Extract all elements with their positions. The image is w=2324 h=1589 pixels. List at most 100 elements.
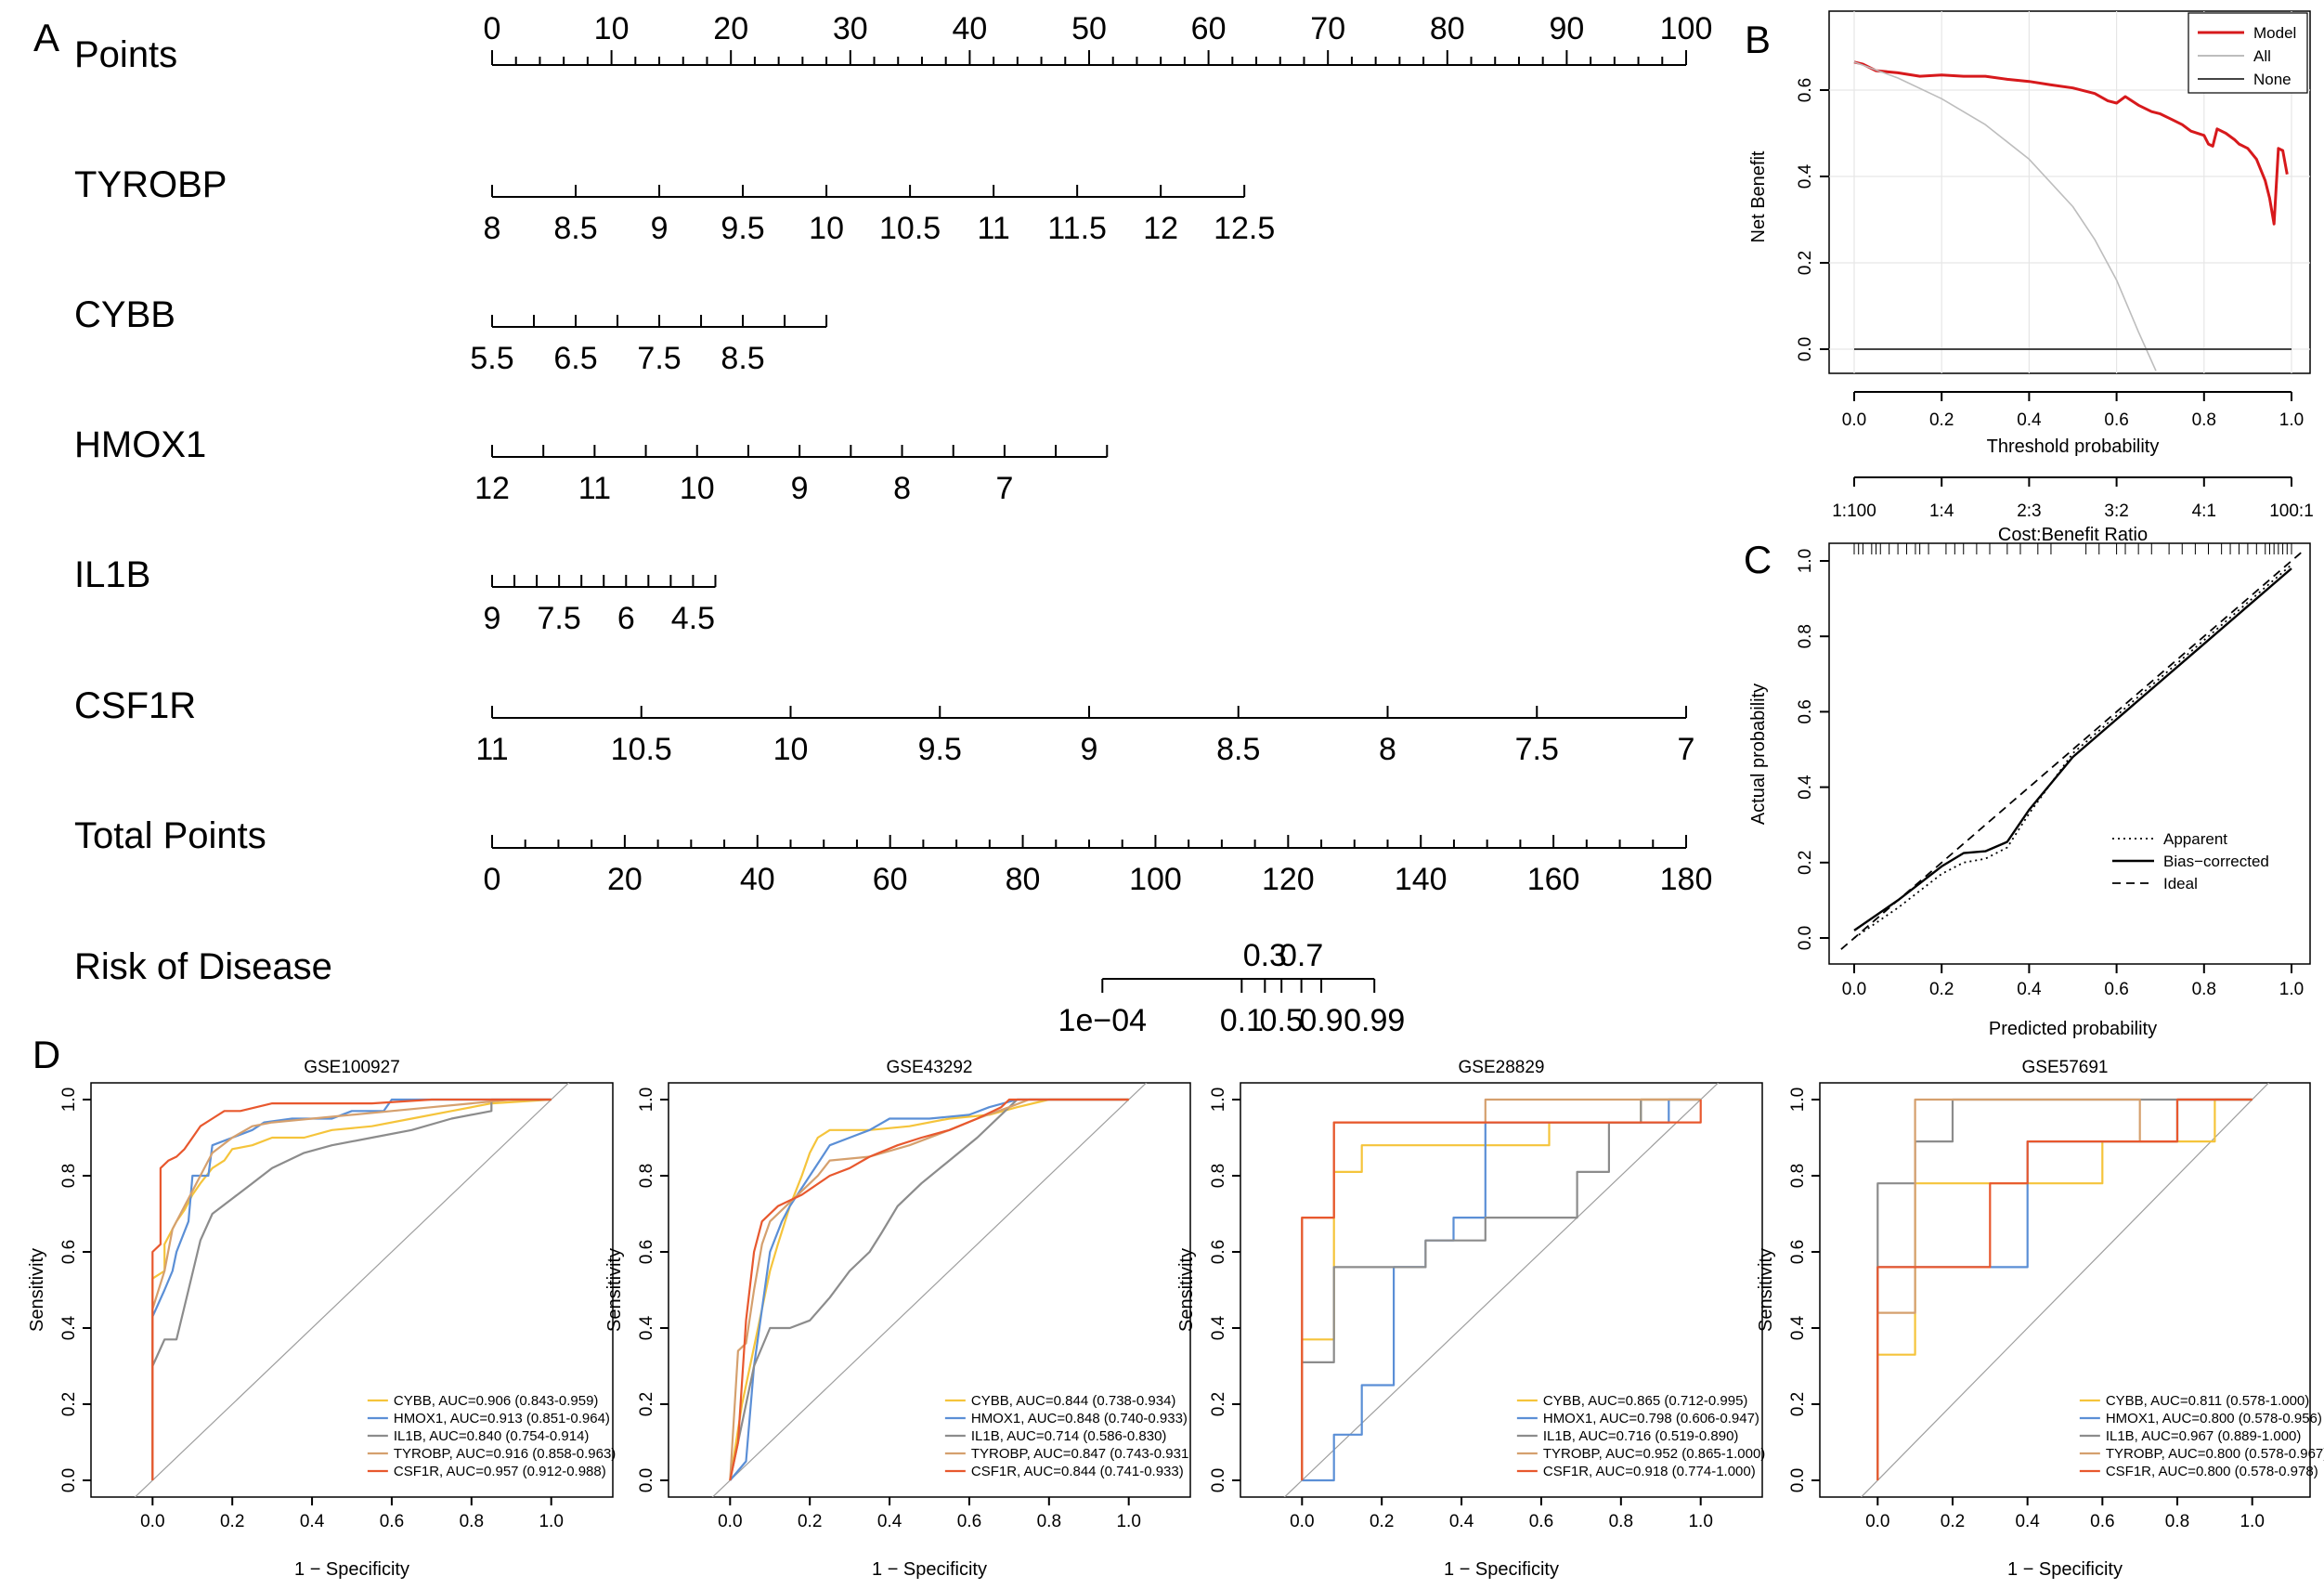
cost-benefit-tick-label: 1:100: [1832, 501, 1876, 521]
roc-panel-gse100927: GSE100927 0.0 0.2 0.4 0.6 0.8 1.0 0.0 0.2 0.4 0.6 0…: [27, 1058, 616, 1580]
y-tick-label: 0.6: [637, 1240, 656, 1264]
total-points-tick-label: 60: [873, 862, 908, 897]
risk-tick-label: 1e−04: [1058, 1003, 1148, 1038]
risk-tick-label: 0.99: [1344, 1003, 1405, 1038]
x-tick-label: 0.0: [1842, 980, 1866, 999]
legend-label: HMOX1, AUC=0.800 (0.578-0.956): [2106, 1411, 2322, 1426]
y-tick-label: 0.4: [1209, 1315, 1228, 1340]
x-tick-label: 0.2: [1370, 1512, 1394, 1531]
x-tick-label: 1.0: [1688, 1512, 1712, 1531]
x-axis-title: Predicted probability: [1989, 1019, 2157, 1039]
panel-letter-c: C: [1744, 538, 1772, 581]
calibration-line: [1840, 549, 2305, 950]
nomogram-tick-label: 9: [1081, 732, 1098, 767]
points-tick-label: 60: [1191, 11, 1227, 46]
risk-tick-label-upper: 0.3: [1243, 938, 1287, 973]
legend-label: HMOX1, AUC=0.798 (0.606-0.947): [1543, 1411, 1759, 1426]
legend-label: TYROBP, AUC=0.952 (0.865-1.000): [1543, 1446, 1765, 1462]
panel-letter-a: A: [33, 16, 59, 59]
y-axis-title: Net Benefit: [1748, 150, 1769, 242]
legend-label: Apparent: [2163, 830, 2227, 848]
x-tick-label: 0.0: [1290, 1512, 1314, 1531]
y-tick-label: 0.0: [1788, 1468, 1808, 1492]
nomogram-tick-label: 10.5: [611, 732, 672, 767]
cost-benefit-tick-label: 2:3: [2017, 501, 2041, 521]
roc-title: GSE57691: [2022, 1058, 2109, 1077]
roc-diagonal: [1283, 1083, 1720, 1497]
x-tick-label: 0.4: [300, 1512, 325, 1531]
x-tick-label: 1.0: [2240, 1512, 2264, 1531]
legend-label: TYROBP, AUC=0.847 (0.743-0.931: [971, 1446, 1188, 1462]
panel-b-decision-curve: 0.0 0.2 0.4 0.6 0.0 0.2 0.4 0.6 0.8 1.0 Threshold …: [1748, 10, 2314, 545]
points-tick-label: 50: [1071, 11, 1107, 46]
roc-panel-gse43292: GSE43292 0.0 0.2 0.4 0.6 0.8 1.0 0.0 0.2 0.4 0.6 0.…: [604, 1058, 1191, 1580]
total-points-tick-label: 140: [1395, 862, 1448, 897]
x-axis-title: 1 − Specificity: [2007, 1559, 2123, 1580]
x-tick-label: 0.8: [1037, 1512, 1061, 1531]
x-tick-label: 0.6: [2104, 980, 2128, 999]
nomogram-tick-label: 10: [809, 211, 844, 246]
series-group: [1840, 549, 2305, 950]
legend-label: CSF1R, AUC=0.800 (0.578-0.978): [2106, 1464, 2318, 1479]
nomogram-tick-label: 12: [1143, 211, 1178, 246]
total-points-tick-label: 180: [1660, 862, 1713, 897]
legend-label: None: [2253, 71, 2292, 88]
series-line-all: [1853, 61, 2157, 371]
cost-benefit-title: Cost:Benefit Ratio: [1998, 525, 2148, 545]
nomogram-tick-label: 7.5: [538, 601, 581, 636]
y-tick-label: 0.6: [1796, 78, 1815, 102]
x-axis-title: 1 − Specificity: [1444, 1559, 1559, 1580]
points-tick-label: 0: [484, 11, 501, 46]
roc-curve: [729, 1098, 1129, 1481]
roc-plot-box: [1819, 1082, 2311, 1498]
nomogram-tick-label: 9.5: [721, 211, 764, 246]
panel-a-nomogram: Points TYROBP CYBB HMOX1 IL1B CSF1R Total Poin…: [74, 11, 1712, 1038]
nomogram-tick-label: 8: [893, 471, 911, 506]
y-tick-label: 0.8: [1209, 1164, 1228, 1188]
legend-label: CYBB, AUC=0.811 (0.578-1.000): [2106, 1393, 2309, 1409]
points-tick-label: 80: [1430, 11, 1465, 46]
x-tick-label: 0.2: [1929, 980, 1954, 999]
y-tick-label: 0.6: [1796, 699, 1815, 723]
legend-label: TYROBP, AUC=0.800 (0.578-0.967): [2106, 1446, 2324, 1462]
y-axis-title: Sensitivity: [27, 1248, 47, 1332]
roc-curve: [729, 1098, 1129, 1481]
nomogram-tick-label: 12: [474, 471, 510, 506]
y-tick-label: 0.2: [1209, 1392, 1228, 1416]
legend-label: Bias−corrected: [2163, 853, 2269, 870]
y-tick-label: 1.0: [1788, 1088, 1808, 1112]
legend-label: IL1B, AUC=0.967 (0.889-1.000): [2106, 1428, 2302, 1444]
nomogram-tick-label: 4.5: [671, 601, 715, 636]
y-tick-label: 0.8: [1788, 1164, 1808, 1188]
total-points-tick-label: 20: [607, 862, 643, 897]
legend-label: HMOX1, AUC=0.848 (0.740-0.933): [971, 1411, 1188, 1426]
legend-label: IL1B, AUC=0.714 (0.586-0.830): [971, 1428, 1167, 1444]
series-line-model: [1853, 60, 2289, 226]
x-tick-label: 1.0: [539, 1512, 563, 1531]
x-tick-label: 1.0: [2279, 410, 2304, 430]
cost-benefit-tick-label: 100:1: [2269, 501, 2314, 521]
roc-plot-box: [1240, 1082, 1763, 1498]
total-points-tick-label: 80: [1006, 862, 1041, 897]
nomogram-tick-label: 8.5: [553, 211, 597, 246]
risk-tick-label: 0.5: [1260, 1003, 1304, 1038]
series-group: [1860, 1083, 2270, 1497]
risk-tick-label: 0.1: [1220, 1003, 1264, 1038]
y-axis-title: Sensitivity: [1756, 1248, 1776, 1332]
nomogram-tick-label: 10: [680, 471, 715, 506]
y-tick-label: 0.6: [59, 1240, 79, 1264]
legend-label: CYBB, AUC=0.865 (0.712-0.995): [1543, 1393, 1748, 1409]
x-tick-label: 0.4: [2015, 1512, 2040, 1531]
roc-plot-box: [668, 1082, 1191, 1498]
roc-panel-gse57691: GSE57691 0.0 0.2 0.4 0.6 0.8 1.0 0.0 0.2 0.4 0.6 0.…: [1756, 1058, 2324, 1580]
panel-letter-d: D: [32, 1033, 60, 1076]
legend-label: TYROBP, AUC=0.916 (0.858-0.963): [394, 1446, 616, 1462]
y-tick-label: 1.0: [1209, 1088, 1228, 1112]
y-tick-label: 0.4: [1788, 1315, 1808, 1340]
legend-label: CYBB, AUC=0.906 (0.843-0.959): [394, 1393, 599, 1409]
x-tick-label: 0.0: [1865, 1512, 1889, 1531]
y-tick-label: 0.0: [59, 1468, 79, 1492]
nomogram-axis-label: Total Points: [74, 815, 266, 856]
nomogram-tick-label: 11: [475, 732, 508, 767]
y-tick-label: 0.6: [1209, 1240, 1228, 1264]
